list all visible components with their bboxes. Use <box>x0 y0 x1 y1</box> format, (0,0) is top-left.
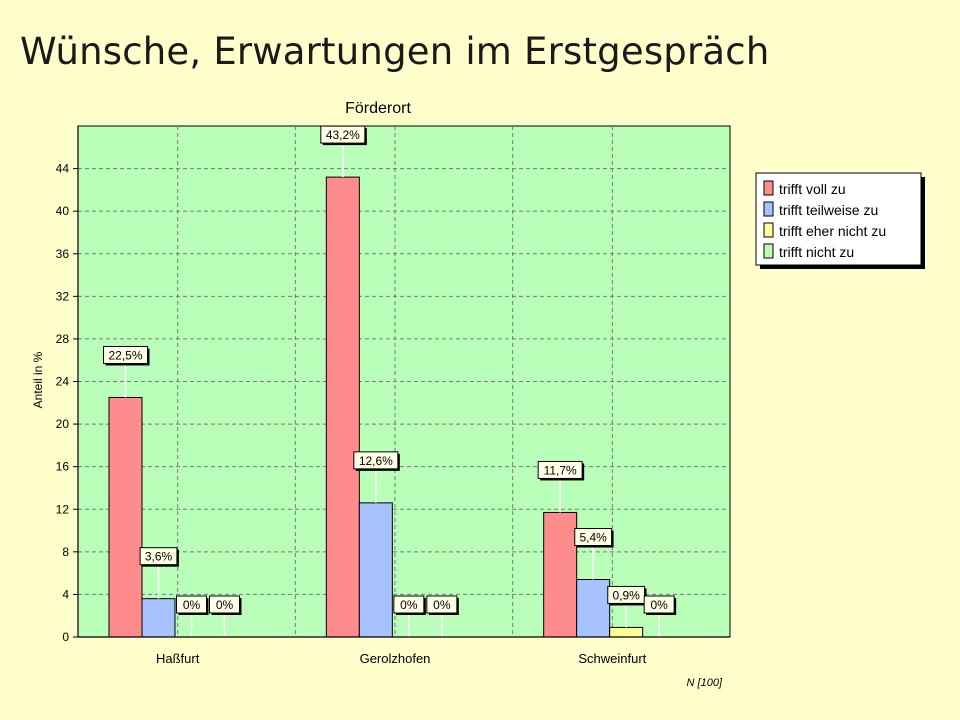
y-tick-label: 8 <box>62 545 69 559</box>
data-label-box <box>139 547 178 566</box>
legend-swatch <box>763 222 774 238</box>
data-label: 3,6% <box>145 550 173 564</box>
data-label-box <box>537 460 583 479</box>
legend-swatch <box>763 243 774 259</box>
data-label-box <box>607 585 646 604</box>
bar <box>108 396 143 638</box>
data-label-box <box>320 125 366 144</box>
y-axis-title: Anteil in % <box>31 351 45 408</box>
data-label: 0% <box>216 598 234 612</box>
bar <box>543 511 578 638</box>
x-tick-label: Gerolzhofen <box>360 651 431 666</box>
data-label-box <box>643 595 675 614</box>
data-label: 22,5% <box>108 348 142 362</box>
legend-entry: trifft teilweise zu <box>779 202 878 218</box>
legend-entry: trifft nicht zu <box>779 244 854 260</box>
legend-swatch <box>763 201 774 217</box>
legend: trifft voll zu trifft teilweise zu trifft … <box>755 172 925 269</box>
y-tick-label: 0 <box>62 630 69 644</box>
data-label-box <box>426 595 458 614</box>
bar <box>576 579 611 638</box>
data-label: 0,9% <box>612 588 640 602</box>
data-label-box <box>574 528 613 547</box>
y-tick-label: 44 <box>56 162 70 176</box>
legend-entry: trifft eher nicht zu <box>779 223 886 239</box>
y-tick-label: 36 <box>56 247 70 261</box>
bar <box>609 626 644 638</box>
y-tick-label: 16 <box>56 460 70 474</box>
y-tick-label: 40 <box>56 204 70 218</box>
bar <box>358 502 393 638</box>
data-label-box <box>103 345 148 364</box>
data-label: 12,6% <box>359 454 393 468</box>
x-tick-label: Schweinfurt <box>578 651 646 666</box>
data-label-box <box>353 451 399 470</box>
data-label-box <box>209 595 240 614</box>
y-tick-label: 32 <box>56 289 70 303</box>
y-tick-label: 20 <box>56 417 70 431</box>
data-label-box <box>176 595 207 614</box>
legend-box <box>755 172 922 266</box>
y-tick-label: 28 <box>56 332 70 346</box>
data-label: 0% <box>183 598 201 612</box>
legend-entry: trifft voll zu <box>779 181 846 197</box>
data-label: 5,4% <box>579 531 607 545</box>
plot-area: 0 4 8 12 16 20 24 28 32 36 40 44 22,5% 3,6% 0% 0% Haßfur… <box>56 125 731 666</box>
bar <box>141 598 176 638</box>
legend-swatch <box>763 180 774 196</box>
data-label: 0% <box>433 598 451 612</box>
data-label: 11,7% <box>544 463 577 477</box>
slide-title: Wünsche, Erwartungen im Erstgespräch <box>20 30 770 73</box>
x-tick-label: Haßfurt <box>156 651 200 666</box>
y-tick-label: 4 <box>62 587 69 601</box>
chart-title: Förderort <box>345 100 411 117</box>
data-label-box <box>393 595 425 614</box>
data-label: 0% <box>400 598 418 612</box>
y-tick-label: 12 <box>56 502 70 516</box>
bar <box>325 176 360 638</box>
data-label: 43,2% <box>326 128 360 142</box>
y-tick-label: 24 <box>56 375 70 389</box>
data-label: 0% <box>650 598 668 612</box>
sample-size-note: N [100] <box>687 677 723 689</box>
